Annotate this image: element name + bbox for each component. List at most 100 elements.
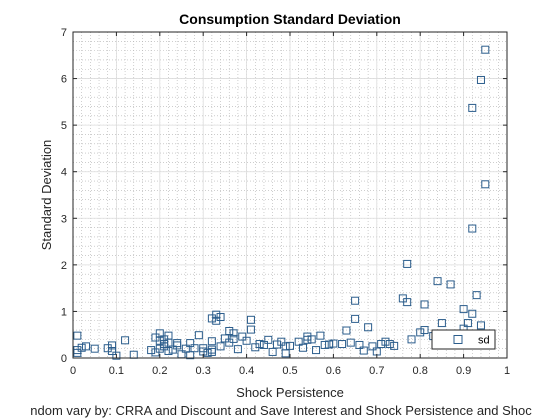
data-point	[463, 319, 472, 328]
data-point	[103, 344, 112, 353]
data-point	[168, 345, 177, 354]
x-tick-label: 0.5	[282, 365, 297, 377]
y-tick-label: 1	[61, 306, 67, 318]
y-tick-label: 0	[61, 353, 67, 365]
data-point	[112, 351, 121, 360]
x-axis-label: Shock Persistence	[236, 385, 344, 400]
data-point	[294, 337, 303, 346]
data-point	[164, 338, 173, 347]
data-point	[320, 340, 329, 349]
data-point	[476, 321, 485, 330]
data-point	[459, 305, 468, 314]
data-point	[390, 341, 399, 350]
y-axis-label: Standard Deviation	[39, 140, 54, 251]
data-point	[181, 344, 190, 353]
data-point	[407, 335, 416, 344]
data-point	[377, 340, 386, 349]
x-tick-label: 0.9	[456, 365, 471, 377]
data-point	[351, 314, 360, 323]
data-point	[472, 291, 481, 300]
data-point	[346, 338, 355, 347]
data-point	[73, 331, 82, 340]
data-point	[468, 103, 477, 112]
data-point	[303, 332, 312, 341]
data-point	[220, 334, 229, 343]
data-point	[355, 340, 364, 349]
y-tick-label: 4	[61, 167, 67, 179]
data-point	[108, 347, 117, 356]
data-point	[212, 310, 221, 319]
data-point	[385, 340, 394, 349]
data-point	[216, 313, 225, 322]
data-point	[108, 341, 117, 350]
x-tick-label: 0	[70, 365, 76, 377]
data-point	[381, 337, 390, 346]
data-point	[468, 309, 477, 318]
data-point	[359, 346, 368, 355]
y-tick-label: 6	[61, 74, 67, 86]
data-point	[207, 337, 216, 346]
data-point	[420, 326, 429, 335]
x-tick-label: 0.8	[413, 365, 428, 377]
data-point	[364, 323, 373, 332]
data-point	[77, 343, 86, 352]
data-point	[277, 337, 286, 346]
data-point	[338, 340, 347, 349]
data-point	[225, 326, 234, 335]
x-tick-label: 0.6	[326, 365, 341, 377]
x-tick-label: 0.1	[109, 365, 124, 377]
data-point	[312, 346, 321, 355]
data-point	[446, 280, 455, 289]
data-point	[190, 344, 199, 353]
data-point	[264, 335, 273, 344]
data-point	[229, 334, 238, 343]
data-point	[325, 340, 334, 349]
data-point	[476, 75, 485, 84]
legend: sd	[431, 329, 496, 350]
data-point	[216, 342, 225, 351]
data-point	[164, 347, 173, 356]
data-point	[286, 341, 294, 350]
chart-title: Consumption Standard Deviation	[179, 11, 401, 27]
x-tick-label: 0.3	[196, 365, 211, 377]
data-point	[351, 296, 360, 305]
data-point	[129, 350, 138, 359]
data-point	[342, 326, 351, 335]
legend-marker	[453, 335, 463, 344]
data-point	[281, 349, 290, 358]
data-point	[155, 329, 164, 338]
y-tick-label: 2	[61, 260, 67, 272]
y-tick-label: 3	[61, 213, 67, 225]
data-point	[155, 344, 164, 353]
data-point	[307, 335, 316, 344]
data-point	[186, 351, 195, 360]
data-points	[73, 45, 490, 360]
y-axis-ticks: 0 1 2 3 4 5 6 7	[61, 27, 507, 365]
data-point	[272, 340, 281, 349]
data-point	[481, 45, 490, 54]
data-point	[147, 346, 156, 355]
data-point	[433, 277, 442, 286]
legend-box	[431, 329, 496, 350]
data-point	[403, 259, 412, 268]
data-point	[368, 342, 377, 351]
major-grid	[72, 31, 508, 359]
data-point	[268, 347, 277, 356]
data-point	[173, 339, 182, 348]
x-axis-ticks: 0 0.1 0.2 0.3 0.4 0.5 0.6 0.7 0.8 0.9 1	[70, 32, 510, 377]
data-point	[233, 345, 242, 354]
figure-caption: ndom vary by: CRRA and Discount and Save…	[30, 403, 532, 418]
data-point	[90, 344, 99, 353]
data-point	[416, 328, 425, 337]
data-point	[207, 347, 216, 356]
x-tick-label: 0.4	[239, 365, 254, 377]
x-tick-label: 1	[504, 365, 510, 377]
x-tick-label: 0.7	[369, 365, 384, 377]
data-point	[73, 346, 82, 355]
data-point	[403, 298, 412, 307]
data-point	[246, 325, 255, 334]
y-tick-label: 5	[61, 120, 67, 132]
data-point	[242, 336, 251, 345]
data-point	[194, 331, 203, 340]
